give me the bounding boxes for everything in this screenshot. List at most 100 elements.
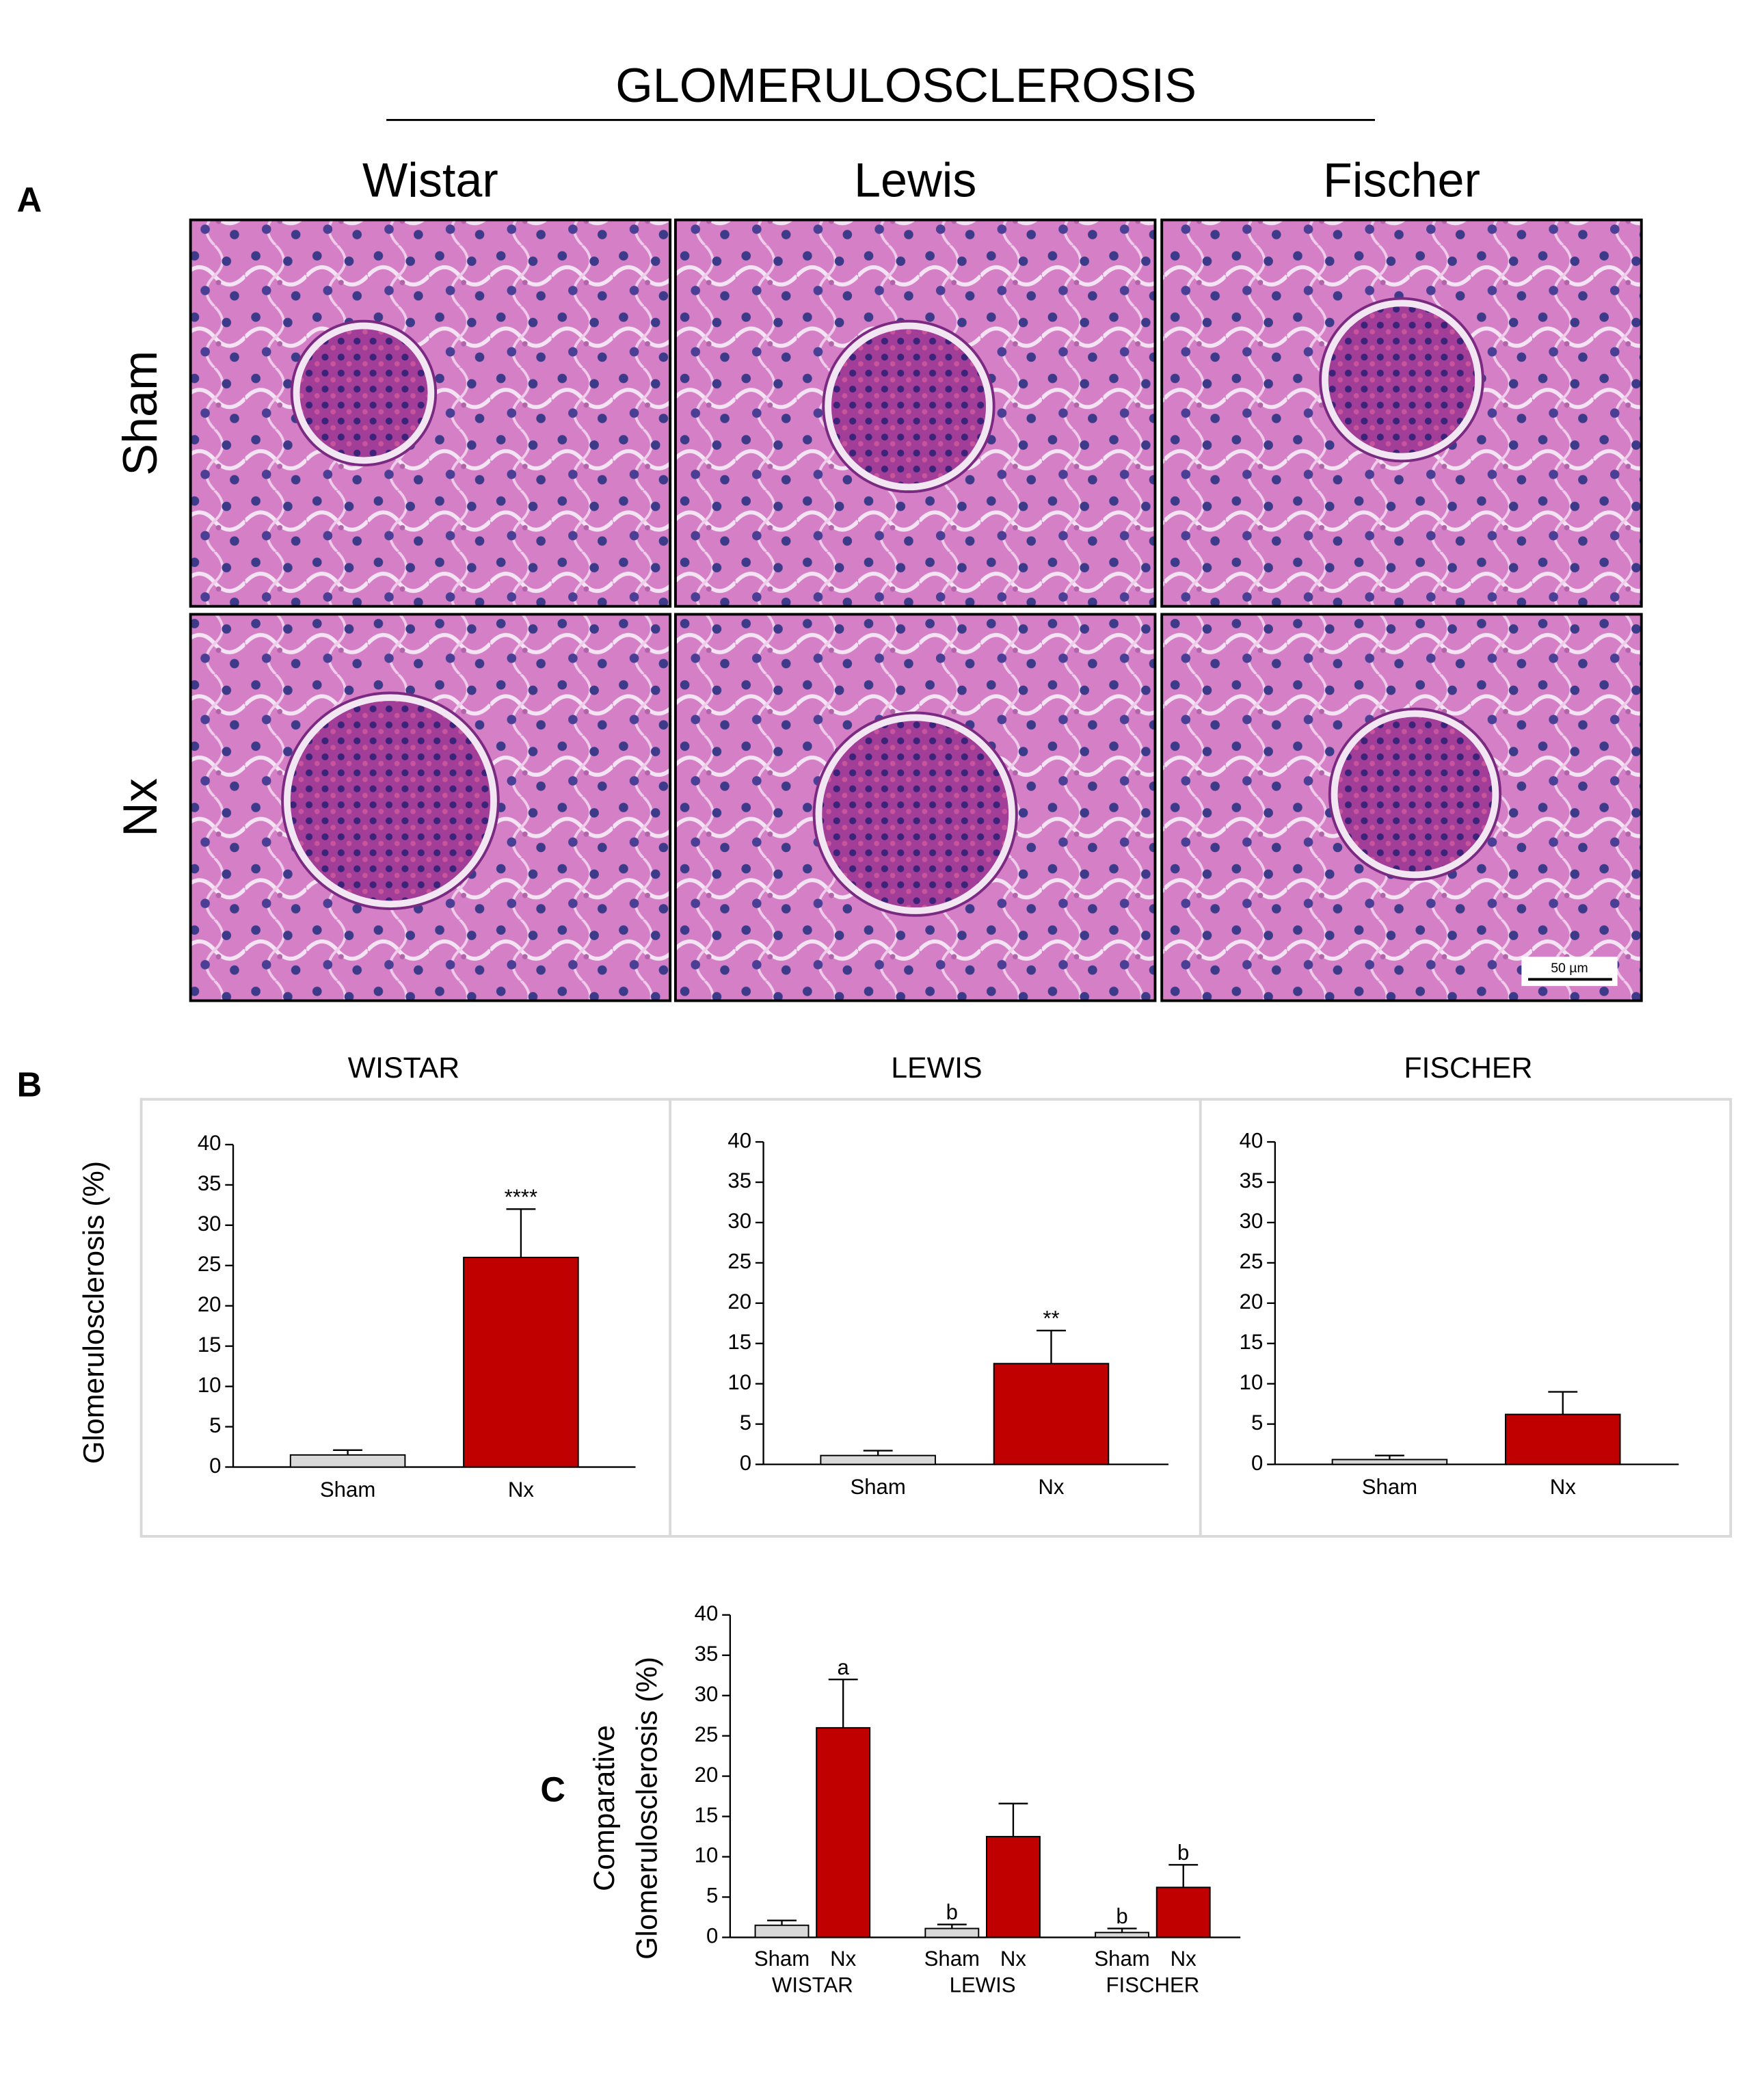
y-tick-label: 25 bbox=[1240, 1249, 1264, 1273]
x-tick-label: Sham bbox=[924, 1947, 980, 1971]
y-tick-label: 25 bbox=[198, 1252, 222, 1276]
y-tick-label: 15 bbox=[695, 1803, 719, 1827]
glomerulus bbox=[290, 701, 491, 901]
row-label: Nx bbox=[113, 778, 167, 837]
y-axis-label: Glomerulosclerosis (%) bbox=[78, 1161, 111, 1464]
y-tick-label: 35 bbox=[727, 1169, 751, 1192]
y-tick-label: 15 bbox=[198, 1333, 222, 1357]
bar bbox=[924, 1928, 980, 1938]
figure-title: GLOMERULOSCLEROSIS bbox=[615, 58, 1197, 112]
column-label: Lewis bbox=[854, 153, 976, 207]
y-tick-label: 35 bbox=[198, 1171, 222, 1195]
column-label: Fischer bbox=[1323, 153, 1480, 207]
x-tick-label: Sham bbox=[850, 1475, 905, 1499]
y-axis-label: Glomerulosclerosis (%) bbox=[630, 1657, 663, 1960]
bar bbox=[463, 1257, 579, 1468]
y-tick-label: 40 bbox=[727, 1128, 751, 1152]
error-bar bbox=[828, 1678, 858, 1728]
error-bar bbox=[1374, 1454, 1404, 1460]
scale-bar-label: 50 µm bbox=[1551, 961, 1588, 976]
x-tick-label: Sham bbox=[1094, 1947, 1149, 1971]
y-tick-label: 20 bbox=[198, 1292, 222, 1316]
bar bbox=[754, 1924, 810, 1938]
y-tick-label: 20 bbox=[727, 1290, 751, 1314]
y-tick-label: 30 bbox=[1240, 1209, 1264, 1233]
x-tick-label: Sham bbox=[320, 1478, 375, 1502]
y-tick-label: 10 bbox=[695, 1843, 719, 1867]
x-tick-label: Sham bbox=[754, 1947, 810, 1971]
chart-title: LEWIS bbox=[891, 1052, 982, 1084]
bar bbox=[1331, 1458, 1448, 1465]
x-tick-label: Nx bbox=[1000, 1947, 1027, 1971]
error-bar bbox=[1037, 1329, 1066, 1364]
bar bbox=[1155, 1886, 1211, 1938]
error-bar bbox=[998, 1802, 1028, 1837]
glomerulus bbox=[1337, 717, 1493, 872]
x-tick-label: Nx bbox=[1171, 1947, 1197, 1971]
y-tick-label: 10 bbox=[198, 1373, 222, 1397]
x-tick-label: Nx bbox=[1550, 1475, 1577, 1499]
bar bbox=[993, 1363, 1110, 1465]
y-tick-label: 20 bbox=[1240, 1290, 1264, 1314]
glomerulus bbox=[822, 721, 1009, 908]
y-tick-label: 25 bbox=[727, 1249, 751, 1273]
row-label: Sham bbox=[113, 351, 167, 476]
y-tick-label: 15 bbox=[727, 1330, 751, 1354]
y-tick-label: 0 bbox=[740, 1451, 751, 1475]
bar bbox=[820, 1454, 936, 1465]
glomerulus bbox=[831, 329, 986, 484]
y-tick-label: 0 bbox=[1251, 1451, 1263, 1475]
error-bar bbox=[863, 1450, 893, 1456]
figure-root: GLOMERULOSCLEROSIS A B C Wistar Lewis Fisc… bbox=[17, 58, 1733, 1997]
annotation: a bbox=[838, 1655, 850, 1679]
x-tick-label: Sham bbox=[1362, 1475, 1417, 1499]
bar bbox=[289, 1454, 406, 1468]
x-tick-label: Nx bbox=[1038, 1475, 1065, 1499]
annotation: ** bbox=[1043, 1307, 1059, 1331]
glomerulus bbox=[1328, 306, 1475, 453]
error-bar bbox=[1548, 1391, 1578, 1415]
y-tick-label: 0 bbox=[706, 1924, 718, 1948]
annotation: **** bbox=[505, 1185, 538, 1209]
y-tick-label: 5 bbox=[706, 1884, 718, 1908]
panel-label: C bbox=[540, 1770, 565, 1809]
bar bbox=[1504, 1413, 1621, 1465]
panel-label: A bbox=[17, 181, 42, 219]
y-tick-label: 5 bbox=[740, 1411, 751, 1435]
y-tick-label: 20 bbox=[695, 1763, 719, 1787]
group-label: WISTAR bbox=[772, 1973, 853, 1997]
annotation: b bbox=[946, 1900, 958, 1924]
y-tick-label: 30 bbox=[198, 1212, 222, 1236]
annotation: b bbox=[1116, 1904, 1127, 1928]
y-tick-label: 30 bbox=[727, 1209, 751, 1233]
group-label: LEWIS bbox=[950, 1973, 1016, 1997]
y-tick-label: 5 bbox=[1251, 1411, 1263, 1435]
y-tick-label: 40 bbox=[1240, 1128, 1264, 1152]
chart-title: WISTAR bbox=[348, 1052, 459, 1084]
error-bar bbox=[506, 1208, 536, 1258]
chart-title: FISCHER bbox=[1404, 1052, 1532, 1084]
error-bar bbox=[767, 1919, 797, 1925]
y-tick-label: 0 bbox=[209, 1454, 221, 1478]
column-label: Wistar bbox=[362, 153, 498, 207]
y-tick-label: 5 bbox=[209, 1413, 221, 1437]
y-axis-label: Comparative bbox=[588, 1725, 621, 1891]
x-tick-label: Nx bbox=[830, 1947, 857, 1971]
y-tick-label: 10 bbox=[727, 1370, 751, 1394]
y-tick-label: 40 bbox=[198, 1131, 222, 1155]
bar bbox=[816, 1726, 871, 1938]
panel-label: B bbox=[17, 1065, 42, 1104]
y-tick-label: 25 bbox=[695, 1722, 719, 1746]
error-bar bbox=[937, 1923, 967, 1929]
panel-b-frame bbox=[139, 1097, 1733, 1538]
y-tick-label: 10 bbox=[1240, 1370, 1264, 1394]
error-bar bbox=[333, 1449, 363, 1455]
y-tick-label: 35 bbox=[695, 1642, 719, 1666]
y-tick-label: 15 bbox=[1240, 1330, 1264, 1354]
bar bbox=[985, 1836, 1041, 1938]
group-label: FISCHER bbox=[1106, 1973, 1200, 1997]
scale-bar-bg bbox=[1521, 957, 1618, 987]
bar bbox=[1095, 1932, 1150, 1938]
error-bar bbox=[1107, 1928, 1137, 1933]
